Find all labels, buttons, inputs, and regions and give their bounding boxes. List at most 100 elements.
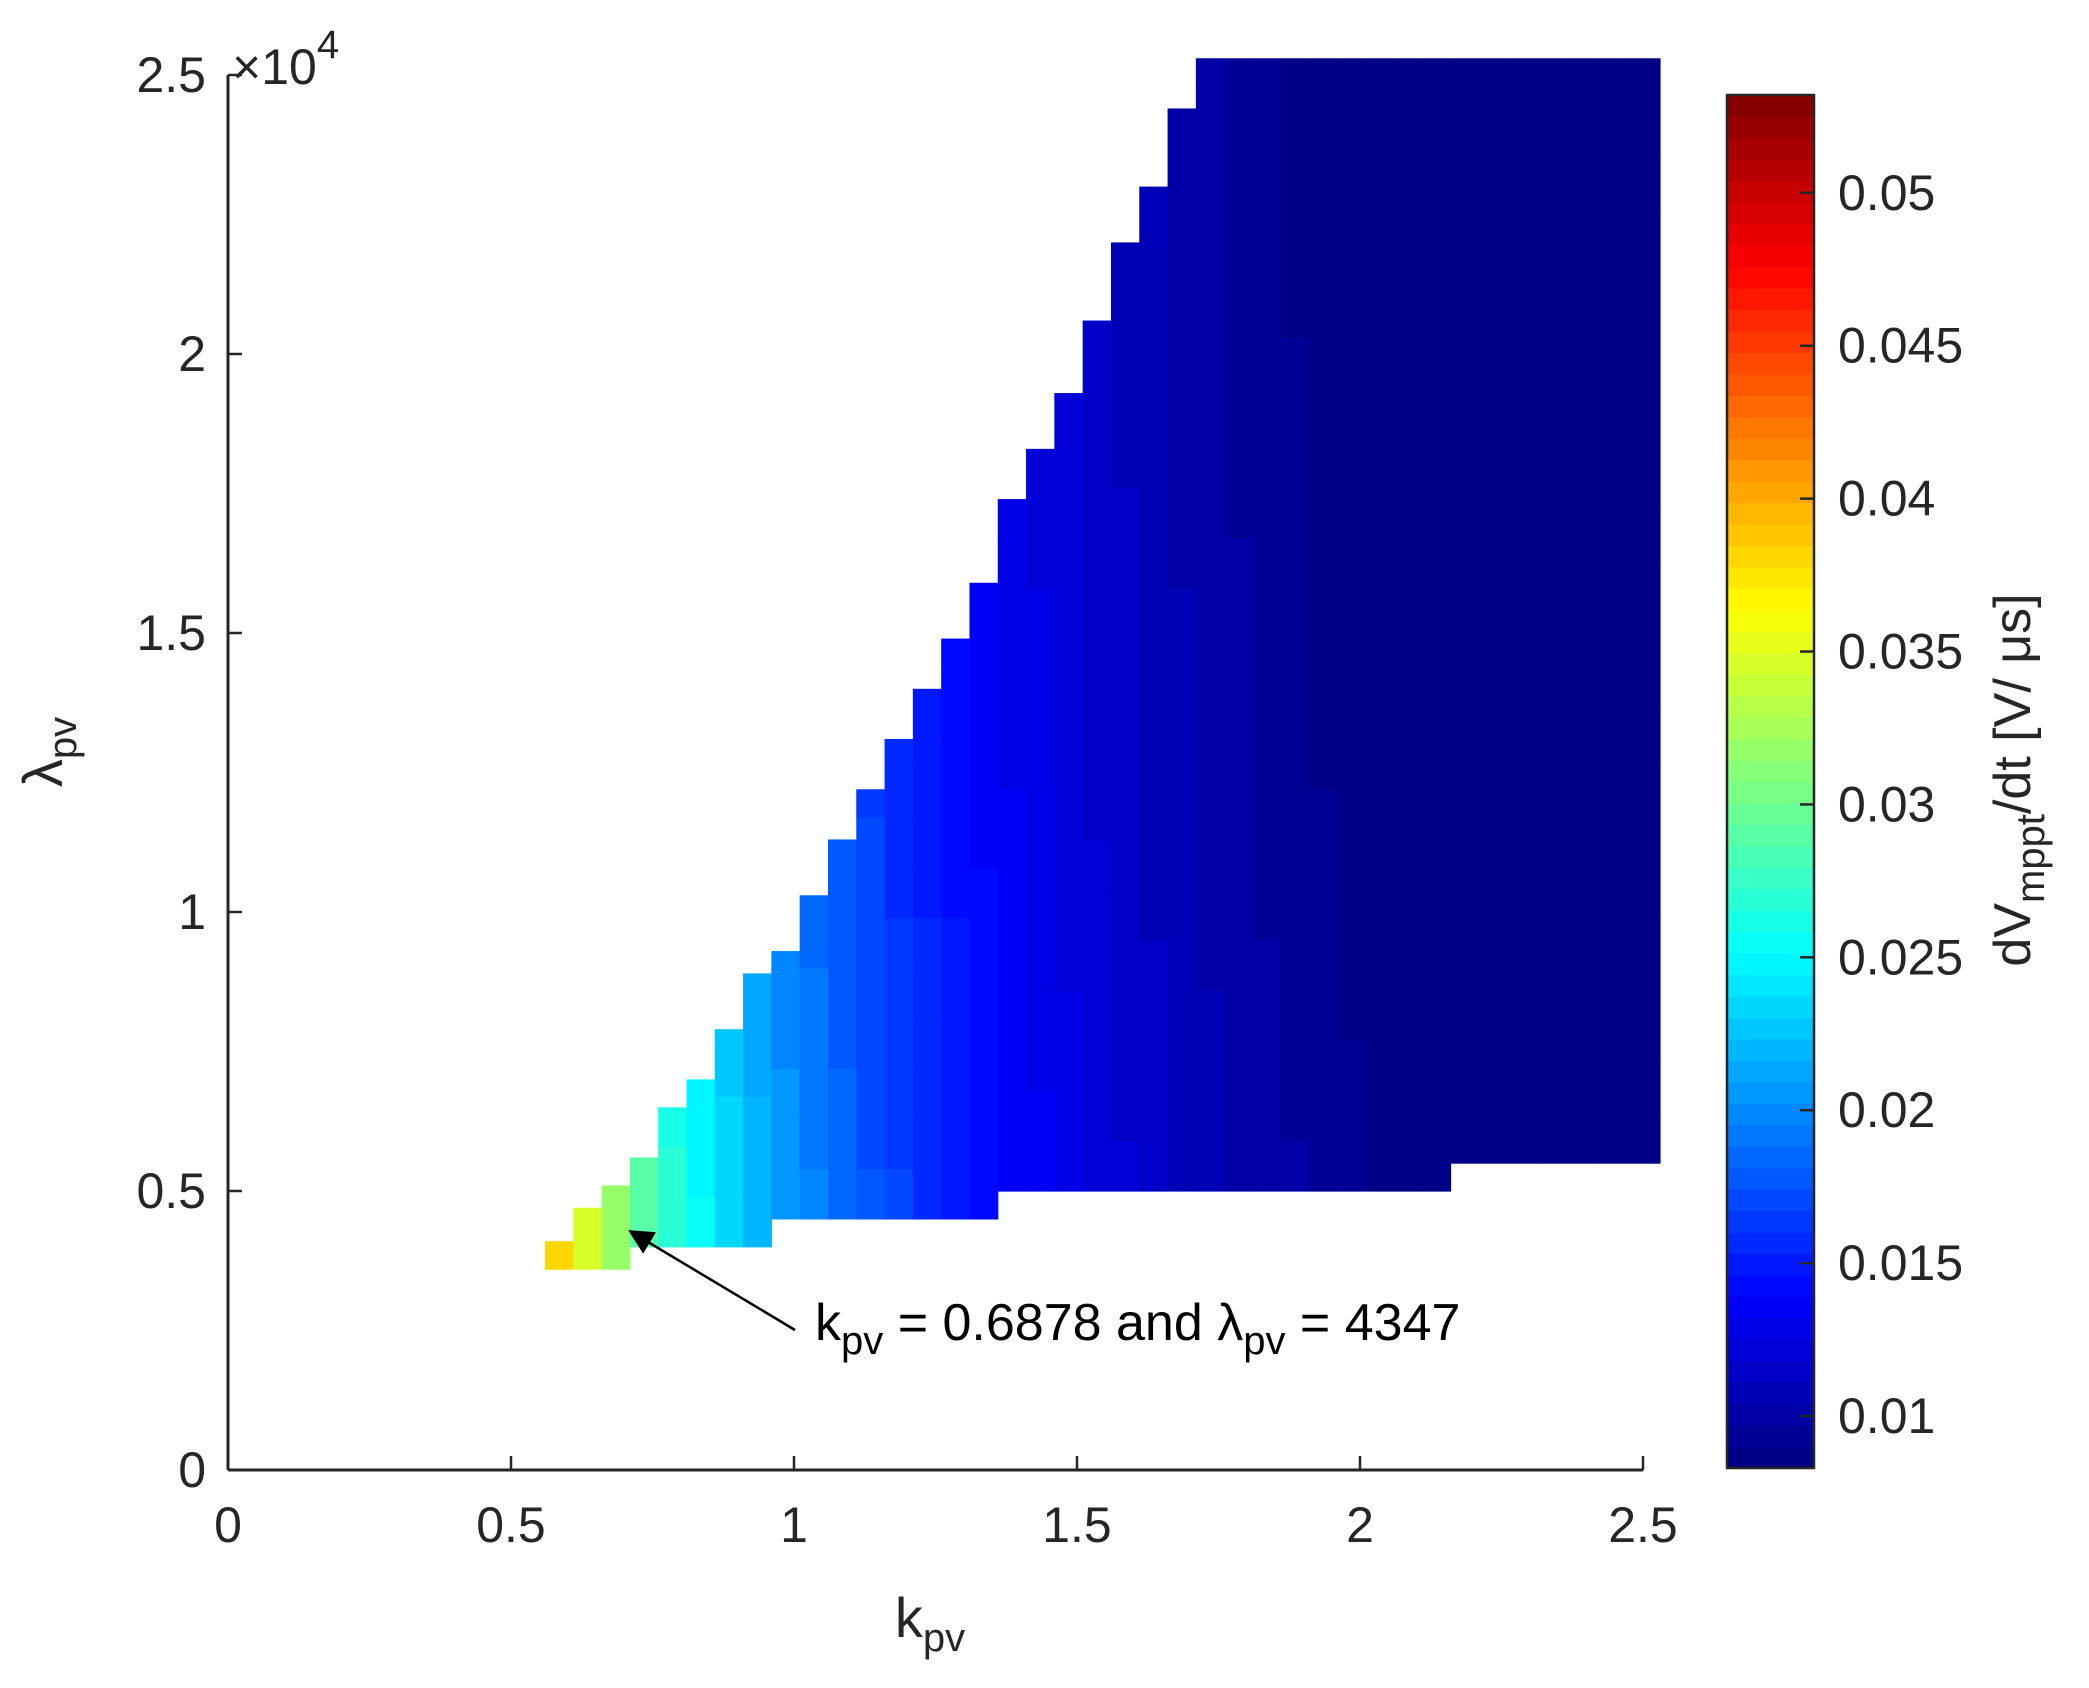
heatmap-cell xyxy=(1054,437,1084,489)
colorbar-label: dVmppt/dt [V/ μs] xyxy=(1984,593,2053,966)
heatmap-cell xyxy=(1280,688,1310,740)
heatmap-cell xyxy=(1393,688,1423,740)
heatmap-cell xyxy=(1309,487,1338,539)
heatmap-cell xyxy=(1393,839,1423,891)
heatmap-cell xyxy=(1478,761,1508,813)
colorbar-segment xyxy=(1727,931,1814,954)
colorbar-segment xyxy=(1727,609,1814,632)
heatmap-cell xyxy=(1252,538,1282,589)
heatmap-cell xyxy=(1139,839,1169,891)
heatmap-cell xyxy=(1592,158,1621,210)
heatmap-cell xyxy=(1535,912,1565,963)
heatmap-cell xyxy=(1054,990,1084,1041)
heatmap-cell xyxy=(1195,939,1225,991)
colorbar-tick-label: 0.04 xyxy=(1838,471,1935,527)
heatmap-cell xyxy=(1110,1040,1140,1092)
heatmap-cell xyxy=(827,1068,857,1120)
colorbar-segment xyxy=(1727,502,1814,525)
heatmap-cell xyxy=(771,1018,801,1069)
x-tick-label: 2.5 xyxy=(1608,1497,1678,1553)
colorbar-segment xyxy=(1727,395,1814,418)
heatmap-cell xyxy=(1309,337,1338,389)
heatmap-cell xyxy=(1535,510,1565,562)
heatmap-cell xyxy=(1195,287,1225,338)
heatmap-cell xyxy=(1620,1062,1650,1114)
heatmap-cell xyxy=(1195,588,1225,640)
heatmap-cell xyxy=(1422,337,1452,389)
heatmap-cell xyxy=(1309,739,1338,790)
heatmap-cell xyxy=(1139,939,1169,991)
heatmap-cell xyxy=(1422,990,1452,1041)
heatmap-cell xyxy=(1167,387,1197,439)
heatmap-cell xyxy=(1365,337,1395,389)
heatmap-cell xyxy=(1337,487,1367,539)
heatmap-cell xyxy=(969,1068,999,1120)
y-tick-label: 0.5 xyxy=(136,1163,206,1219)
heatmap-cell xyxy=(1224,1140,1254,1192)
heatmap-cell xyxy=(1337,739,1367,790)
heatmap-cell xyxy=(1337,688,1367,740)
heatmap-cell xyxy=(1563,660,1593,712)
heatmap-cell xyxy=(1337,186,1367,238)
heatmap-cell xyxy=(1422,588,1452,640)
heatmap-cell xyxy=(1450,58,1480,110)
heatmap-cell xyxy=(1280,588,1310,640)
heatmap-cell xyxy=(1422,58,1452,87)
heatmap-cell xyxy=(1592,108,1621,160)
heatmap-cell xyxy=(771,1068,801,1120)
colorbar-tick-label: 0.015 xyxy=(1838,1235,1963,1291)
colorbar-segment xyxy=(1727,717,1814,740)
colorbar-segment xyxy=(1727,309,1814,332)
heatmap-cell xyxy=(1082,487,1112,539)
heatmap-cell xyxy=(1393,186,1423,238)
heatmap-cell xyxy=(573,1218,603,1270)
heatmap-cell xyxy=(1592,711,1621,762)
annotation-text: kpv = 0.6878 and λpv = 4347 xyxy=(815,1294,1460,1363)
heatmap-cell xyxy=(1478,560,1508,612)
heatmap-cell xyxy=(1167,990,1197,1041)
heatmap-cell xyxy=(1280,638,1310,690)
heatmap-cell xyxy=(658,1107,688,1147)
heatmap-cell xyxy=(1450,309,1480,361)
colorbar-segment xyxy=(1727,888,1814,911)
heatmap-cell xyxy=(1167,688,1197,740)
heatmap-cell xyxy=(856,1118,886,1170)
heatmap-cell xyxy=(686,1096,716,1147)
x-axis-label: kpv xyxy=(895,1586,965,1660)
colorbar-segment xyxy=(1727,545,1814,568)
heatmap-cell xyxy=(1309,839,1338,891)
heatmap-cell xyxy=(1082,1090,1112,1142)
heatmap-cell xyxy=(1110,990,1140,1041)
heatmap-cell xyxy=(1110,337,1140,389)
heatmap-cell xyxy=(1620,460,1650,511)
heatmap-cell xyxy=(941,967,971,1019)
heatmap-cell xyxy=(1592,761,1621,813)
heatmap-cell xyxy=(1309,287,1338,338)
heatmap-cell xyxy=(1054,1090,1084,1142)
heatmap-cell xyxy=(856,867,886,919)
heatmap-cell xyxy=(1450,460,1480,511)
heatmap-cell xyxy=(1535,208,1565,260)
heatmap-cell xyxy=(1110,638,1140,690)
heatmap-cell xyxy=(1365,739,1395,790)
heatmap-cell xyxy=(1507,962,1537,1014)
heatmap-cell xyxy=(856,789,886,818)
heatmap-cell xyxy=(743,995,772,1047)
heatmap-cell xyxy=(1563,359,1593,411)
heatmap-cell xyxy=(658,1196,688,1248)
heatmap-cell xyxy=(1507,510,1537,562)
heatmap-cell xyxy=(1054,889,1084,941)
heatmap-cell xyxy=(1422,236,1452,288)
colorbar-segment xyxy=(1727,180,1814,203)
heatmap-cell xyxy=(1139,1140,1169,1192)
heatmap-cell xyxy=(1450,761,1480,813)
heatmap-cell xyxy=(799,1018,829,1069)
heatmap-cell xyxy=(714,1045,744,1097)
heatmap-cell xyxy=(1139,588,1169,640)
heatmap-cell xyxy=(1620,560,1650,612)
heatmap-cell xyxy=(1026,538,1055,589)
heatmap-cell xyxy=(1252,487,1282,539)
heatmap-cell xyxy=(1422,136,1452,188)
heatmap-cell xyxy=(1337,437,1367,489)
heatmap-cell xyxy=(1592,510,1621,562)
